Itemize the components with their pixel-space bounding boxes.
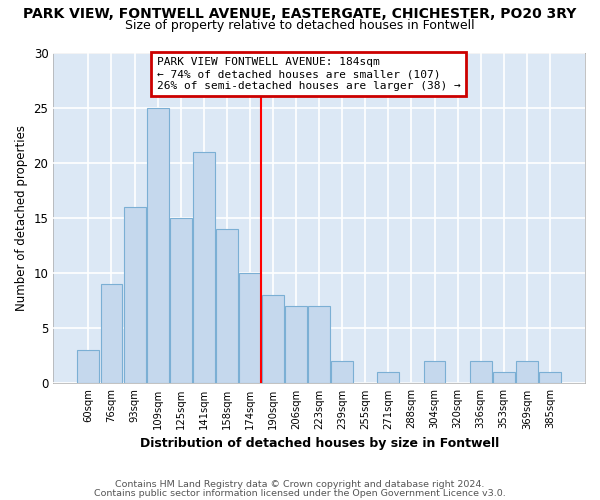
Bar [170, 218, 191, 384]
Bar [262, 295, 284, 384]
Bar [377, 372, 400, 384]
Bar [331, 362, 353, 384]
Bar [285, 306, 307, 384]
Text: Contains public sector information licensed under the Open Government Licence v3: Contains public sector information licen… [94, 489, 506, 498]
Bar [470, 362, 491, 384]
Bar [539, 372, 561, 384]
Bar [124, 207, 146, 384]
Bar [493, 372, 515, 384]
Bar [516, 362, 538, 384]
Bar [101, 284, 122, 384]
Bar [308, 306, 330, 384]
Text: PARK VIEW FONTWELL AVENUE: 184sqm
← 74% of detached houses are smaller (107)
26%: PARK VIEW FONTWELL AVENUE: 184sqm ← 74% … [157, 58, 461, 90]
Bar [239, 273, 261, 384]
Bar [77, 350, 100, 384]
Bar [216, 229, 238, 384]
X-axis label: Distribution of detached houses by size in Fontwell: Distribution of detached houses by size … [140, 437, 499, 450]
Text: Contains HM Land Registry data © Crown copyright and database right 2024.: Contains HM Land Registry data © Crown c… [115, 480, 485, 489]
Text: PARK VIEW, FONTWELL AVENUE, EASTERGATE, CHICHESTER, PO20 3RY: PARK VIEW, FONTWELL AVENUE, EASTERGATE, … [23, 8, 577, 22]
Bar [193, 152, 215, 384]
Bar [424, 362, 445, 384]
Bar [146, 108, 169, 384]
Text: Size of property relative to detached houses in Fontwell: Size of property relative to detached ho… [125, 19, 475, 32]
Y-axis label: Number of detached properties: Number of detached properties [15, 125, 28, 311]
